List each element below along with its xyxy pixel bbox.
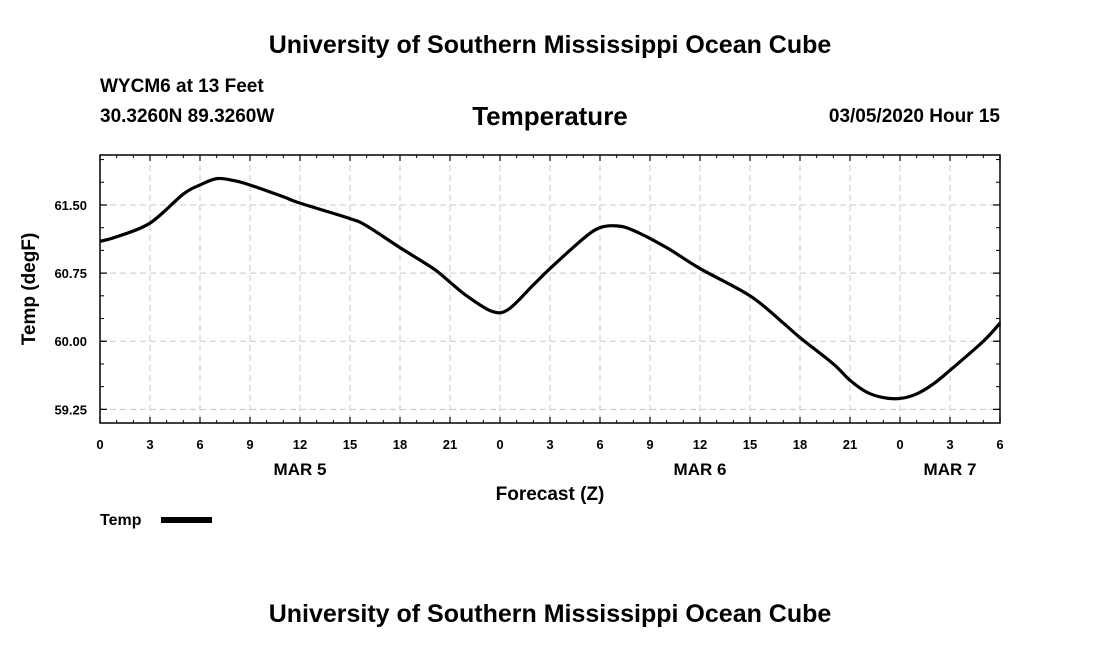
y-tick-label: 60.00 [54,334,87,349]
legend: Temp [100,512,212,529]
legend-label-temp: Temp [100,512,142,529]
x-tick-label: 9 [246,437,253,452]
x-tick-label: 6 [196,437,203,452]
x-tick-label: 6 [596,437,603,452]
header-title: University of Southern Mississippi Ocean… [268,31,832,59]
chart-title: Temperature [472,101,628,131]
x-tick-label: 3 [146,437,153,452]
coordinates-label: 30.3260N 89.3260W [100,106,275,127]
x-tick-label: 15 [343,437,357,452]
x-tick-label: 3 [946,437,953,452]
y-tick-label: 59.25 [54,402,87,417]
tick-labels: 0 3 6 9 12 15 18 21 0 3 6 9 12 15 18 21 0 3 6 59.25 60.00 60.… [54,198,1003,479]
station-label: WYCM6 at 13 Feet [100,76,264,97]
x-tick-label: 21 [843,437,857,452]
x-tick-label: 15 [743,437,757,452]
x-tick-label: 0 [96,437,103,452]
date-label: MAR 7 [924,460,977,479]
date-label: MAR 5 [274,460,327,479]
series-layer [99,176,1002,401]
y-axis-title: Temp (degF) [19,233,40,346]
footer-title: University of Southern Mississippi Ocean… [268,600,832,628]
x-axis-title: Forecast (Z) [496,484,605,505]
x-tick-label: 18 [393,437,407,452]
x-tick-label: 12 [293,437,307,452]
x-tick-label: 21 [443,437,457,452]
x-tick-label: 18 [793,437,807,452]
x-tick-label: 0 [496,437,503,452]
y-tick-label: 61.50 [54,198,87,213]
series-line-temp [99,176,1002,401]
y-tick-label: 60.75 [54,266,87,281]
ticks [99,155,1001,423]
x-tick-label: 3 [546,437,553,452]
x-tick-label: 12 [693,437,707,452]
grid [100,155,1000,423]
datetime-label: 03/05/2020 Hour 15 [828,106,1000,127]
x-tick-label: 9 [646,437,653,452]
x-tick-label: 6 [996,437,1003,452]
date-label: MAR 6 [674,460,727,479]
x-tick-label: 0 [896,437,903,452]
